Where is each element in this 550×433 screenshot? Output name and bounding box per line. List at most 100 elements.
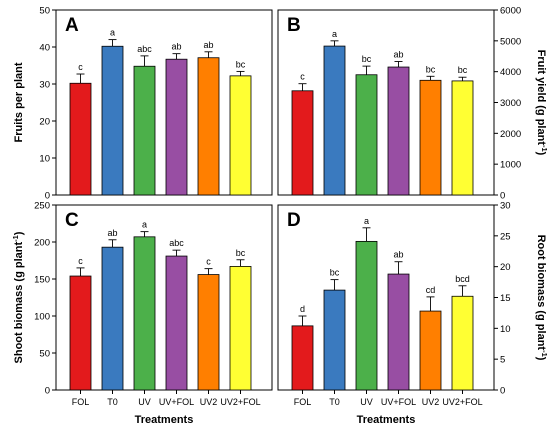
bar-a-fol [69, 82, 92, 196]
panel-b-fruit-yield: 0 1000 2000 3000 4000 5000 6000 Fruit yield (g … [277, 6, 549, 202]
significance-label-a-t0: a [110, 28, 115, 38]
bar-b-uv2-plus-fol [451, 80, 474, 196]
panel-a-fruits-per-plant: 0 10 20 30 40 50 Fruits per plant Ac a abc ab ab bc [13, 6, 273, 202]
category-label-c-t0: T0 [107, 397, 118, 407]
significance-label-d-uv: a [364, 216, 369, 226]
significance-label-b-uv2: bc [426, 64, 436, 74]
bar-c-uv2-plus-fol [229, 266, 252, 391]
y-tick-label-a: 50 [39, 6, 50, 17]
category-label-c-uv-plus-fol: UV+FOL [159, 397, 194, 407]
x-axis-label-c: Treatments [135, 414, 194, 426]
y-tick-label-a: 30 [39, 80, 50, 91]
y-tick-label-a: 0 [45, 191, 50, 202]
panel-letter-b: B [287, 15, 301, 36]
bar-b-uv [355, 74, 378, 196]
bar-d-uv2 [419, 310, 442, 391]
y-tick-label-b: 2000 [500, 129, 521, 140]
bar-a-t0 [101, 45, 124, 196]
y-tick-label-c: 50 [39, 349, 50, 360]
significance-label-c-t0: ab [107, 228, 117, 238]
bar-c-uv2 [197, 274, 220, 391]
significance-label-a-fol: c [78, 62, 83, 72]
significance-label-c-uv2: c [206, 257, 211, 267]
significance-label-c-uv2-plus-fol: bc [236, 248, 246, 258]
y-tick-label-c: 100 [34, 312, 50, 323]
significance-label-c-uv-plus-fol: abc [169, 238, 184, 248]
significance-label-b-t0: a [332, 29, 337, 39]
significance-label-c-fol: c [78, 256, 83, 266]
y-tick-label-d: 5 [500, 355, 505, 366]
bar-b-uv-plus-fol [387, 66, 410, 196]
y-tick-label-c: 150 [34, 275, 50, 286]
x-axis-label-d: Treatments [357, 414, 416, 426]
y-tick-label-c: 0 [45, 386, 50, 397]
significance-label-b-uv: bc [362, 54, 372, 64]
category-label-c-uv: UV [138, 397, 151, 407]
category-label-c-uv2-plus-fol: UV2+FOL [220, 397, 260, 407]
bar-c-uv-plus-fol [165, 255, 188, 391]
panel-letter-d: D [287, 210, 301, 231]
panel-c-shoot-biomass: 0 50 100 150 200 250 Shoot biomass (g plant-1)… [11, 201, 273, 426]
bar-d-t0 [323, 289, 346, 391]
bar-a-uv-plus-fol [165, 58, 188, 196]
significance-label-d-uv2-plus-fol: bcd [455, 274, 470, 284]
bar-b-uv2 [419, 79, 442, 196]
y-tick-label-c: 250 [34, 201, 50, 212]
category-label-d-fol: FOL [294, 397, 312, 407]
significance-label-b-fol: c [300, 72, 305, 82]
bar-a-uv2 [197, 57, 220, 196]
y-tick-label-a: 40 [39, 43, 50, 54]
significance-label-d-t0: bc [330, 268, 340, 278]
bar-c-uv [133, 236, 156, 391]
y-tick-label-b: 0 [500, 191, 505, 202]
significance-label-b-uv2-plus-fol: bc [458, 65, 468, 75]
bar-d-uv2-plus-fol [451, 295, 474, 391]
plot-frame-a [55, 9, 273, 196]
y-tick-label-b: 3000 [500, 98, 521, 109]
bar-a-uv2-plus-fol [229, 75, 252, 196]
category-label-d-uv: UV [360, 397, 373, 407]
y-axis-label-b: Fruit yield (g plant-1) [535, 50, 549, 156]
y-tick-label-d: 0 [500, 386, 505, 397]
y-tick-label-c: 200 [34, 238, 50, 249]
category-label-d-uv2-plus-fol: UV2+FOL [442, 397, 482, 407]
bar-b-fol [291, 90, 314, 196]
y-tick-label-b: 1000 [500, 160, 521, 171]
bar-b-t0 [323, 45, 346, 196]
y-axis-label-a: Fruits per plant [13, 62, 25, 142]
y-tick-label-d: 15 [500, 293, 511, 304]
bar-c-fol [69, 275, 92, 391]
y-tick-label-d: 20 [500, 262, 511, 273]
y-tick-label-a: 10 [39, 154, 50, 165]
significance-label-a-uv-plus-fol: ab [171, 42, 181, 52]
y-tick-label-b: 4000 [500, 67, 521, 78]
y-tick-label-b: 6000 [500, 6, 521, 17]
category-label-d-uv2: UV2 [422, 397, 440, 407]
category-label-d-t0: T0 [329, 397, 340, 407]
significance-label-d-fol: d [300, 304, 305, 314]
bar-c-t0 [101, 246, 124, 391]
significance-label-d-uv-plus-fol: ab [393, 250, 403, 260]
category-label-c-uv2: UV2 [200, 397, 218, 407]
significance-label-d-uv2: cd [426, 285, 436, 295]
panel-letter-a: A [65, 15, 79, 36]
bar-a-uv [133, 65, 156, 196]
significance-label-b-uv-plus-fol: ab [393, 49, 403, 59]
y-tick-label-d: 10 [500, 324, 511, 335]
significance-label-c-uv: a [142, 220, 147, 230]
y-tick-label-d: 30 [500, 201, 511, 212]
panel-d-root-biomass: 0 5 10 15 20 25 30 Root biomass (g plant-1) Dd FO… [277, 201, 549, 426]
y-axis-label-d: Root biomass (g plant-1) [535, 235, 549, 361]
y-tick-label-d: 25 [500, 231, 511, 242]
bar-d-fol [291, 325, 314, 391]
significance-label-a-uv2-plus-fol: bc [236, 59, 246, 69]
significance-label-a-uv2: ab [203, 40, 213, 50]
bar-d-uv [355, 240, 378, 391]
category-label-c-fol: FOL [72, 397, 90, 407]
panel-letter-c: C [65, 210, 79, 231]
y-tick-label-a: 20 [39, 117, 50, 128]
y-tick-label-b: 5000 [500, 36, 521, 47]
category-label-d-uv-plus-fol: UV+FOL [381, 397, 416, 407]
y-axis-label-c: Shoot biomass (g plant-1) [11, 231, 25, 363]
